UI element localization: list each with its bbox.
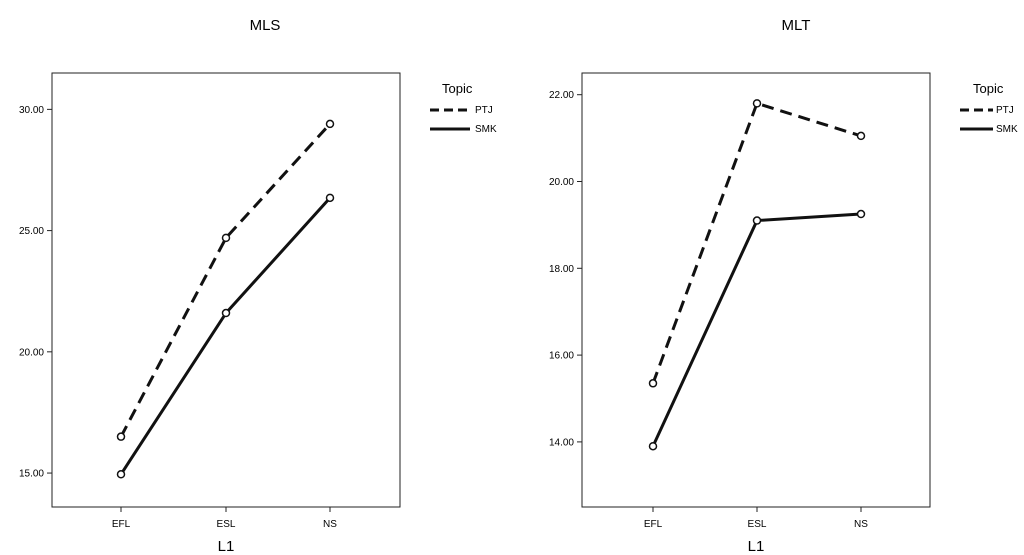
series-line-smk (651, 212, 862, 447)
legend-label-smk: SMK (996, 124, 1018, 135)
x-axis-label: L1 (748, 538, 765, 555)
y-tick-label: 20.00 (19, 347, 44, 358)
x-tick-label: NS (854, 519, 868, 530)
data-point-smk (752, 216, 762, 225)
mlt-chart: MLT 14.00 16.00 18.00 20.00 22.00 EFL ESL NS L… (549, 17, 1018, 555)
data-point-ptj (752, 99, 762, 108)
data-point-ptj (856, 131, 866, 141)
data-point-ptj (648, 379, 658, 388)
y-tick-label: 16.00 (549, 351, 574, 362)
data-point-ptj (221, 233, 231, 243)
legend: Topic PTJ SMK (430, 81, 497, 135)
y-tick-label: 25.00 (19, 226, 44, 237)
y-tick-label: 15.00 (19, 469, 44, 480)
y-tick-label: 14.00 (549, 437, 574, 448)
data-point-smk (116, 470, 126, 479)
chart-title: MLT (782, 17, 811, 34)
x-tick-label: EFL (112, 519, 131, 530)
legend-title: Topic (973, 81, 1004, 96)
legend-label-ptj: PTJ (996, 105, 1014, 116)
series-group (648, 99, 866, 451)
data-point-ptj (116, 432, 126, 441)
data-point-ptj (325, 119, 335, 129)
y-tick-label: 30.00 (19, 105, 44, 116)
plot-frame (51, 72, 401, 508)
series-group (116, 119, 335, 479)
y-tick-label: 18.00 (549, 264, 574, 275)
x-axis: EFL ESL NS (644, 507, 868, 530)
series-line-ptj (119, 122, 332, 438)
legend: Topic PTJ SMK (960, 81, 1018, 135)
legend-title: Topic (442, 81, 473, 96)
plot-frame (581, 72, 931, 508)
legend-label-ptj: PTJ (475, 105, 493, 116)
y-tick-label: 22.00 (549, 90, 574, 101)
y-axis: 15.00 20.00 25.00 30.00 (19, 105, 52, 480)
y-tick-label: 20.00 (549, 177, 574, 188)
data-point-smk (856, 209, 866, 219)
legend-label-smk: SMK (475, 124, 497, 135)
x-tick-label: ESL (748, 519, 767, 530)
x-axis: EFL ESL NS (112, 507, 337, 530)
x-tick-label: ESL (217, 519, 236, 530)
x-tick-label: NS (323, 519, 337, 530)
mls-chart: MLS 15.00 20.00 25.00 30.00 EFL ESL NS L1 Top… (19, 17, 497, 555)
data-point-smk (325, 193, 335, 203)
data-point-smk (648, 441, 658, 451)
series-line-ptj (651, 101, 862, 384)
y-axis: 14.00 16.00 18.00 20.00 22.00 (549, 90, 582, 448)
x-tick-label: EFL (644, 519, 663, 530)
data-point-smk (221, 308, 231, 318)
x-axis-label: L1 (218, 538, 235, 555)
chart-title: MLS (250, 17, 281, 34)
